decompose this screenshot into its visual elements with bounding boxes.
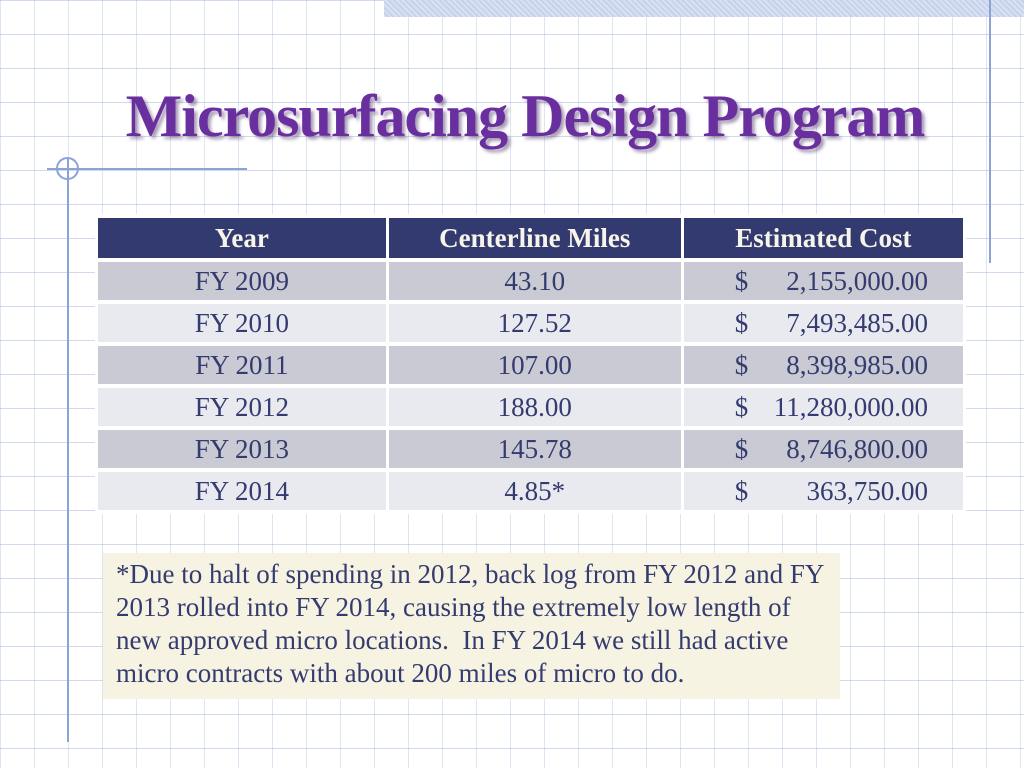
table-header: Year Centerline Miles Estimated Cost [98, 218, 963, 258]
miles-cell: 4.85* [388, 472, 681, 510]
year-cell: FY 2013 [98, 430, 386, 468]
table-row: FY 2013 145.78 $8,746,800.00 [98, 430, 963, 468]
left-decoration-line [67, 158, 69, 742]
table-row: FY 2012 188.00 $11,280,000.00 [98, 388, 963, 426]
currency-symbol: $ [734, 349, 749, 380]
cost-cell: $8,746,800.00 [683, 430, 963, 468]
miles-cell: 188.00 [388, 388, 681, 426]
cost-amount: 7,493,485.00 [786, 307, 928, 338]
cost-amount: 363,750.00 [806, 475, 929, 506]
table-row: FY 2011 107.00 $8,398,985.00 [98, 346, 963, 384]
footnote: *Due to halt of spending in 2012, back l… [103, 553, 840, 699]
table-row: FY 2009 43.10 $2,155,000.00 [98, 262, 963, 300]
column-header-year: Year [98, 218, 386, 258]
miles-cell: 107.00 [388, 346, 681, 384]
cost-amount: 8,746,800.00 [786, 433, 928, 464]
currency-symbol: $ [734, 391, 749, 422]
cost-amount: 8,398,985.00 [786, 349, 928, 380]
title-underline-decoration [47, 168, 247, 170]
slide-title: Microsurfacing Design Program [125, 83, 926, 149]
cost-amount: 2,155,000.00 [786, 265, 928, 296]
cost-cell: $363,750.00 [683, 472, 963, 510]
top-decoration-band [384, 0, 1024, 17]
data-table: Year Centerline Miles Estimated Cost FY … [95, 214, 966, 514]
cost-amount: 11,280,000.00 [773, 391, 928, 422]
cost-cell: $2,155,000.00 [683, 262, 963, 300]
miles-cell: 145.78 [388, 430, 681, 468]
year-cell: FY 2014 [98, 472, 386, 510]
miles-cell: 127.52 [388, 304, 681, 342]
column-header-miles: Centerline Miles [388, 218, 681, 258]
currency-symbol: $ [734, 265, 749, 296]
year-cell: FY 2012 [98, 388, 386, 426]
year-cell: FY 2011 [98, 346, 386, 384]
year-cell: FY 2010 [98, 304, 386, 342]
compass-circle-decoration [56, 157, 79, 180]
currency-symbol: $ [734, 307, 749, 338]
cost-cell: $8,398,985.00 [683, 346, 963, 384]
right-decoration-line [989, 0, 991, 263]
cost-cell: $11,280,000.00 [683, 388, 963, 426]
table-row: FY 2010 127.52 $7,493,485.00 [98, 304, 963, 342]
table-body: FY 2009 43.10 $2,155,000.00 FY 2010 127.52 $7… [98, 262, 963, 510]
miles-cell: 43.10 [388, 262, 681, 300]
currency-symbol: $ [734, 475, 749, 506]
header-row: Year Centerline Miles Estimated Cost [98, 218, 963, 258]
year-cell: FY 2009 [98, 262, 386, 300]
table-row: FY 2014 4.85* $363,750.00 [98, 472, 963, 510]
currency-symbol: $ [734, 433, 749, 464]
cost-cell: $7,493,485.00 [683, 304, 963, 342]
column-header-cost: Estimated Cost [683, 218, 963, 258]
